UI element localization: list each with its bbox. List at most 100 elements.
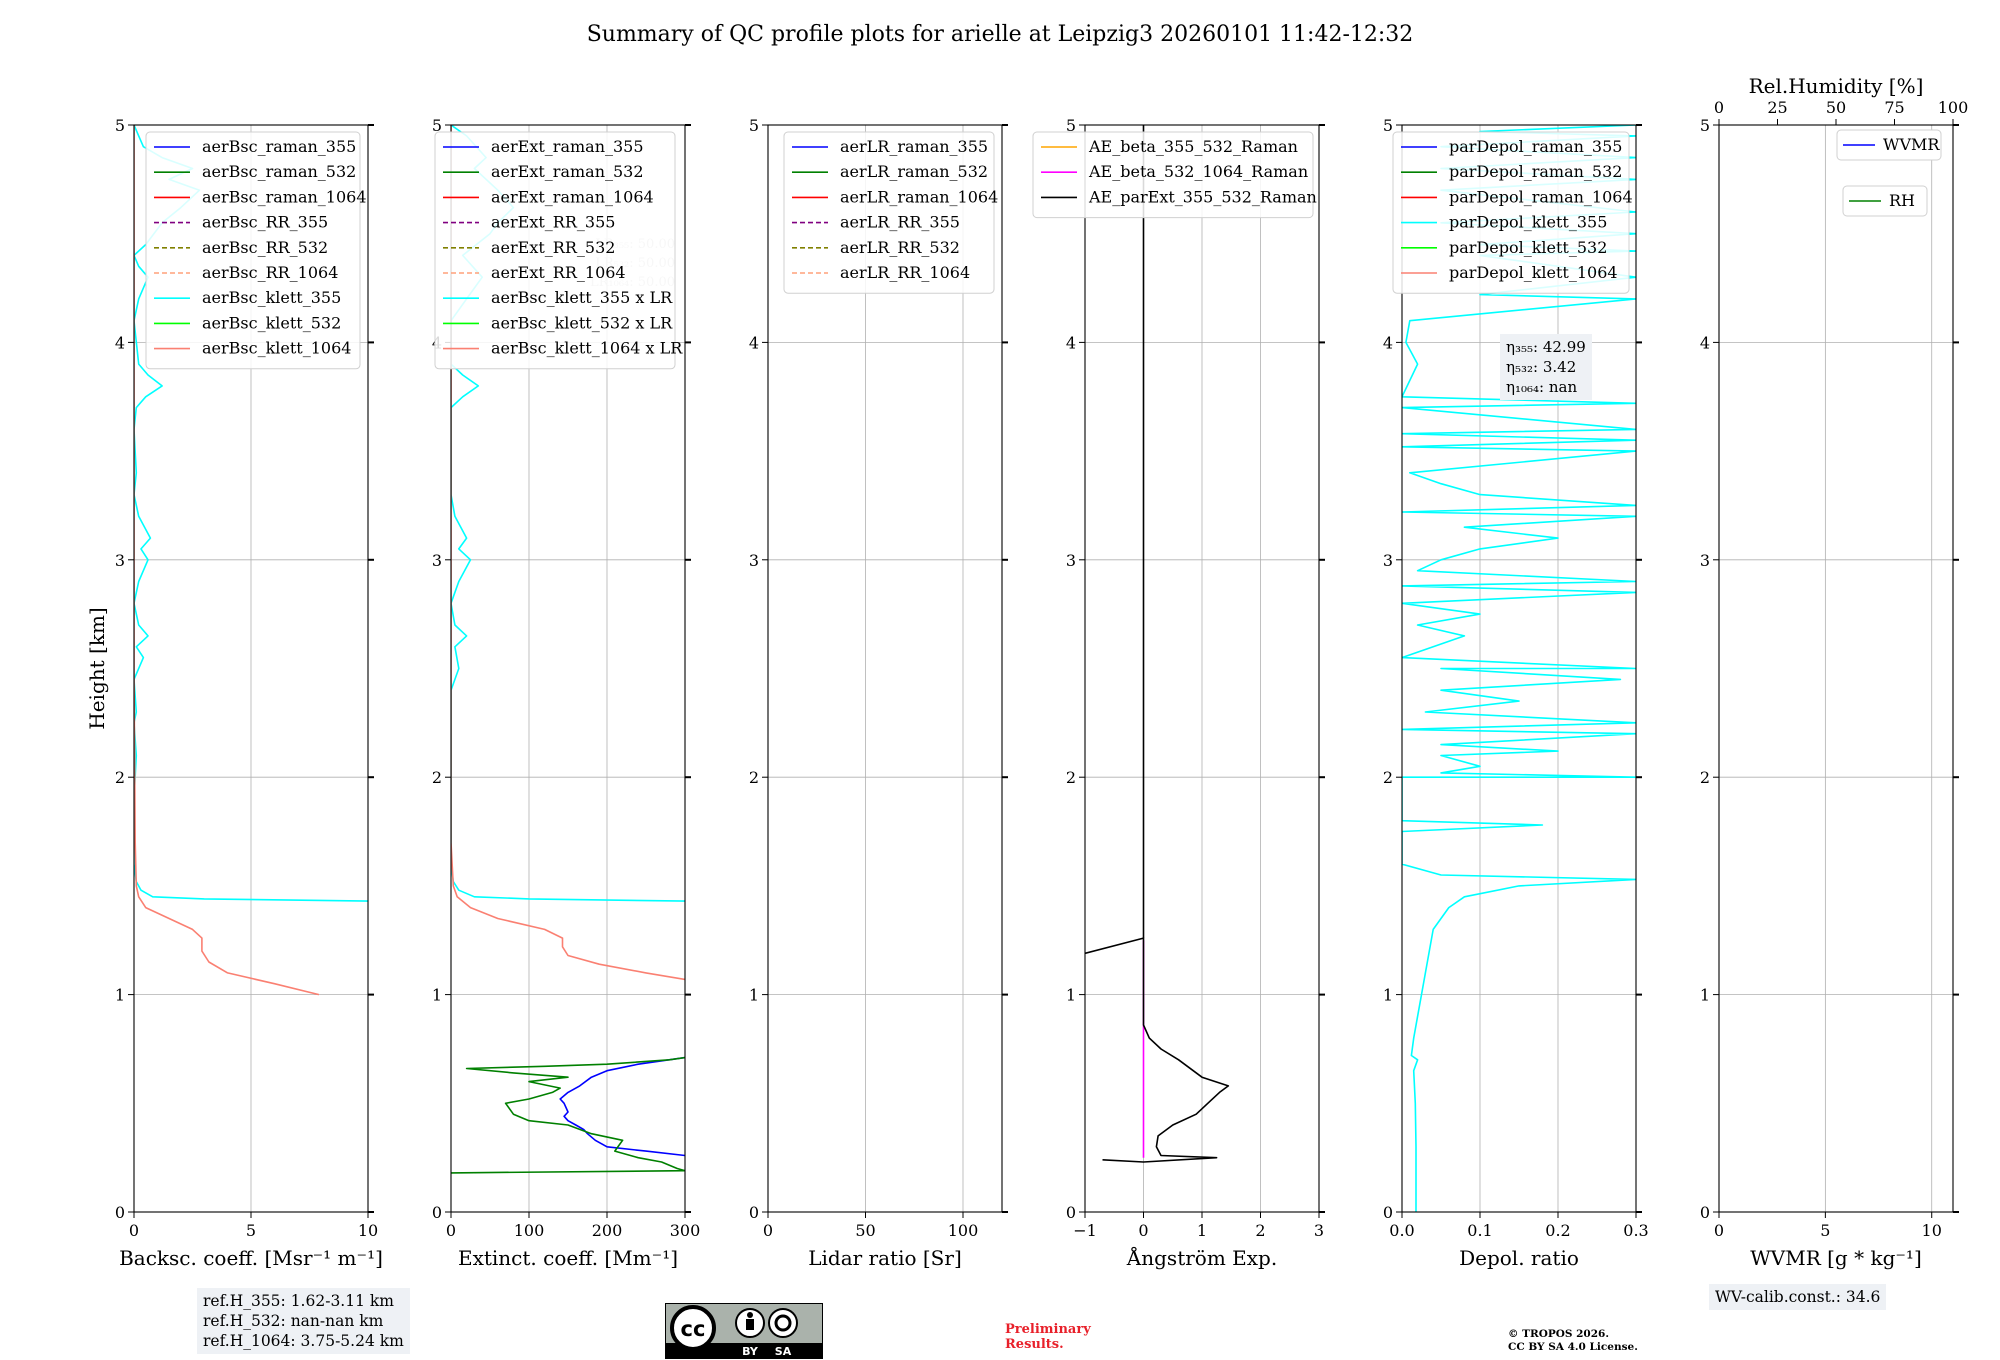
legend-label: aerExt_RR_1064 <box>491 263 626 282</box>
legend-label: aerBsc_klett_532 <box>202 313 341 332</box>
legend-label: aerExt_raman_355 <box>491 137 644 156</box>
x-tick-label: 3 <box>1314 1221 1324 1240</box>
y-tick-label: 4 <box>1066 333 1076 352</box>
y-tick-label: 5 <box>749 116 759 135</box>
legend-lr: aerLR_raman_355 aerLR_raman_532 aerLR_rama… <box>783 131 998 294</box>
legend-label: aerBsc_RR_355 <box>202 213 328 232</box>
legend-label: aerBsc_raman_355 <box>202 137 356 156</box>
y-tick-label: 3 <box>115 551 125 570</box>
cc-by-sa-badge: cc BY SA <box>665 1303 823 1359</box>
copyright-line-1: © TROPOS 2026. <box>1508 1328 1610 1340</box>
legend-label: aerExt_RR_532 <box>491 238 615 257</box>
series-parDepol_klett_355 <box>1402 125 1636 1212</box>
top-tick-label: 100 <box>1938 98 1969 117</box>
by-text: BY <box>742 1345 759 1358</box>
legend-box <box>434 131 676 370</box>
y-tick-label: 4 <box>749 333 759 352</box>
x-tick-label: 5 <box>1820 1221 1830 1240</box>
copyright-line-2: CC BY SA 4.0 License. <box>1508 1341 1638 1353</box>
x-tick-label: 0.0 <box>1389 1221 1414 1240</box>
legend-label: aerBsc_raman_532 <box>202 162 356 181</box>
legend-label: aerBsc_klett_355 x LR <box>491 288 673 307</box>
top-tick-label: 75 <box>1884 98 1904 117</box>
y-tick-label: 5 <box>432 116 442 135</box>
x-tick-label: 5 <box>246 1221 256 1240</box>
x-tick-label: 300 <box>670 1221 701 1240</box>
legend-label: AE_beta_355_532_Raman <box>1088 137 1298 156</box>
x-tick-label: 0.3 <box>1623 1221 1648 1240</box>
preliminary-line-1: Preliminary <box>1005 1322 1091 1337</box>
x-axis-label: WVMR [g * kg⁻¹] <box>1750 1246 1922 1270</box>
x-axis-label: Extinct. coeff. [Mm⁻¹] <box>458 1246 678 1270</box>
panel-depol: 0.0 0.1 0.2 0.3 0 1 2 3 4 5 Depol. ratio parDepol_r… <box>1383 116 1649 1270</box>
y-tick-label: 2 <box>1066 768 1076 787</box>
legend-label: aerBsc_klett_1064 x LR <box>491 339 683 358</box>
y-axis-label: Height [km] <box>85 607 109 729</box>
legend-box <box>783 131 995 294</box>
x-axis-label: Lidar ratio [Sr] <box>808 1246 962 1270</box>
legend-label: aerLR_raman_1064 <box>840 187 998 206</box>
y-tick-label: 5 <box>1066 116 1076 135</box>
panel-bsc: 0 5 10 0 1 2 3 4 5 Backsc. coeff. [Msr⁻¹ m⁻¹] aerB… <box>115 116 383 1270</box>
bsc-refheight-box: ref.H_355: 1.62-3.11 km ref.H_532: nan-n… <box>197 1288 410 1354</box>
x-tick-label: 0 <box>1138 1221 1148 1240</box>
x-tick-label: 0 <box>446 1221 456 1240</box>
legend-label: RH <box>1889 191 1915 210</box>
legend-label: AE_beta_532_1064_Raman <box>1088 162 1308 181</box>
series-aerExt_raman_532 <box>451 1056 685 1174</box>
legend-box <box>1032 131 1314 219</box>
refh-355: ref.H_355: 1.62-3.11 km <box>203 1292 394 1310</box>
y-tick-label: 3 <box>1066 551 1076 570</box>
y-tick-label: 1 <box>432 986 442 1005</box>
legend-ae: AE_beta_355_532_Raman AE_beta_532_1064_Ra… <box>1032 131 1317 219</box>
legend-label: parDepol_klett_1064 <box>1449 263 1618 282</box>
legend-ext: aerExt_raman_355 aerExt_raman_532 aerExt_r… <box>434 131 683 370</box>
y-tick-label: 3 <box>432 551 442 570</box>
legend-label: aerExt_raman_1064 <box>491 187 654 206</box>
y-tick-label: 0 <box>1066 1203 1076 1222</box>
x-axis-label: Ångström Exp. <box>1126 1245 1277 1270</box>
refh-1064: ref.H_1064: 3.75-5.24 km <box>203 1332 404 1350</box>
cc-icon <box>670 1305 716 1351</box>
axes-frame <box>1401 124 1637 1213</box>
legend-label: parDepol_raman_1064 <box>1449 187 1633 206</box>
y-tick-label: 3 <box>1700 551 1710 570</box>
legend-label: aerLR_raman_532 <box>840 162 988 181</box>
x-tick-label: 100 <box>514 1221 545 1240</box>
y-tick-label: 4 <box>1383 333 1393 352</box>
sa-text: SA <box>775 1345 792 1358</box>
x-tick-label: 0.1 <box>1467 1221 1492 1240</box>
legend-label: parDepol_klett_355 <box>1449 213 1607 232</box>
eta-1064: η₁₀₆₄: nan <box>1506 378 1578 396</box>
x-tick-label: −1 <box>1073 1221 1097 1240</box>
panel-ext: 0100200300012345Extinct. coeff. [Mm⁻¹]LR… <box>432 116 700 1270</box>
top-axis-label: Rel.Humidity [%] <box>1749 74 1924 98</box>
x-tick-label: 10 <box>1922 1221 1942 1240</box>
copyright-note: © TROPOS 2026. CC BY SA 4.0 License. <box>1508 1328 1638 1354</box>
y-tick-label: 2 <box>1700 768 1710 787</box>
axes-frame <box>767 124 1003 1213</box>
eta-532: η₅₃₂: 3.42 <box>1506 358 1577 376</box>
legend-label: AE_parExt_355_532_Raman <box>1088 187 1317 206</box>
x-tick-label: 0 <box>763 1221 773 1240</box>
series-aerBsc_klett_1064 <box>134 125 320 996</box>
y-tick-label: 2 <box>749 768 759 787</box>
legend-box <box>145 131 361 370</box>
x-tick-label: 0 <box>129 1221 139 1240</box>
y-tick-label: 1 <box>1383 986 1393 1005</box>
y-tick-label: 5 <box>115 116 125 135</box>
x-tick-label: 0.2 <box>1545 1221 1570 1240</box>
y-tick-label: 5 <box>1700 116 1710 135</box>
legend-depol: parDepol_raman_355 parDepol_raman_532 parD… <box>1392 131 1633 294</box>
wv-calib-box: WV-calib.const.: 34.6 <box>1709 1284 1887 1310</box>
legend-label: aerBsc_klett_355 <box>202 288 341 307</box>
y-tick-label: 3 <box>749 551 759 570</box>
preliminary-note: Preliminary Results. <box>1005 1322 1091 1352</box>
wv-calib-text: WV-calib.const.: 34.6 <box>1715 1288 1881 1306</box>
x-tick-label: 200 <box>592 1221 623 1240</box>
legend-label: aerLR_RR_1064 <box>840 263 970 282</box>
refh-532: ref.H_532: nan-nan km <box>203 1312 384 1330</box>
